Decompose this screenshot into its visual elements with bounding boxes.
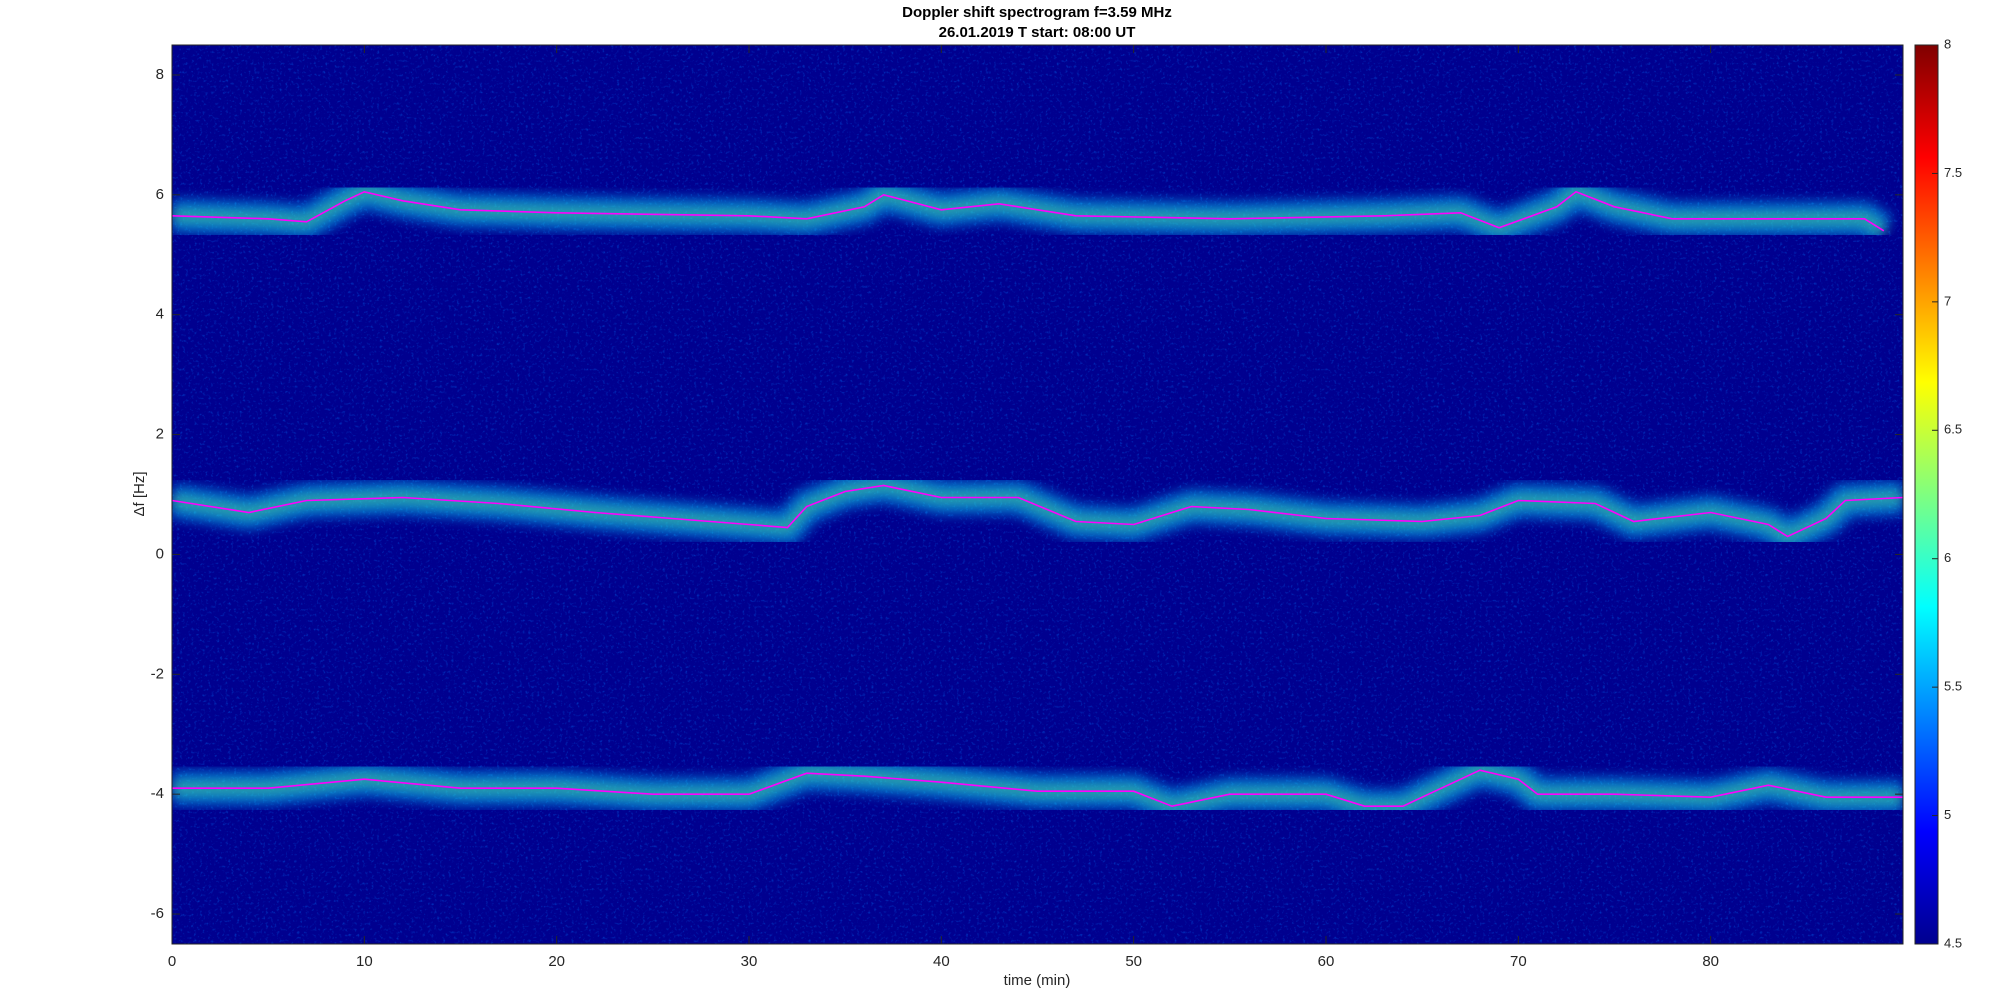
y-tick-label: -6 [151,905,164,922]
y-tick-label: 2 [156,426,164,443]
x-tick-label: 70 [1510,953,1527,970]
x-tick-label: 0 [168,953,176,970]
y-tick-label: 8 [156,66,164,83]
colorbar-tick-label: 8 [1944,36,1951,51]
doppler-trace [172,190,1885,232]
x-tick-label: 80 [1702,953,1719,970]
colorbar-tick-label: 7.5 [1944,165,1962,180]
doppler-trace [172,484,1903,538]
x-tick-label: 50 [1125,953,1142,970]
doppler-trace [172,769,1903,808]
y-tick-label: 0 [156,545,164,562]
colorbar-tick-label: 5 [1944,807,1951,822]
plot-area [172,172,1903,824]
colorbar-tick-label: 6.5 [1944,422,1962,437]
colorbar-tick-label: 4.5 [1944,935,1962,950]
chart-subtitle: 26.01.2019 T start: 08:00 UT [939,24,1136,41]
y-tick-label: 4 [156,306,164,323]
x-tick-label: 40 [933,953,950,970]
chart-title: Doppler shift spectrogram f=3.59 MHz [902,4,1172,21]
x-tick-label: 20 [548,953,565,970]
y-tick-label: -4 [151,785,164,802]
colorbar [1914,44,1939,945]
x-tick-label: 10 [356,953,373,970]
y-axis-label: Δf [Hz] [131,471,148,516]
x-tick-label: 60 [1318,953,1335,970]
x-tick-label: 30 [741,953,758,970]
plot-frame [171,44,1904,945]
colorbar-tick-label: 7 [1944,293,1951,308]
x-axis-label: time (min) [1004,972,1071,989]
y-tick-label: 6 [156,186,164,203]
colorbar-tick-label: 5.5 [1944,679,1962,694]
y-tick-label: -2 [151,665,164,682]
colorbar-tick-label: 6 [1944,550,1951,565]
